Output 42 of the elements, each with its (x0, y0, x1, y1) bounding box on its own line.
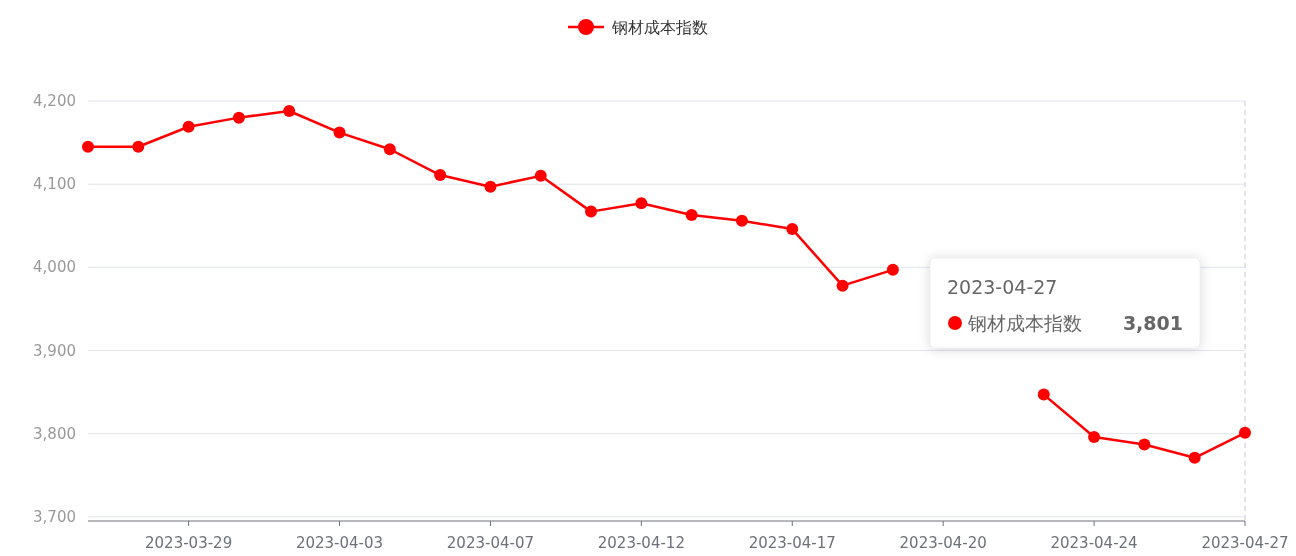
y-tick-label: 3,900 (33, 341, 76, 360)
tooltip: 2023-04-27 钢材成本指数 3,801 (929, 257, 1201, 349)
y-tick-label: 4,100 (33, 175, 76, 194)
point (1239, 426, 1251, 439)
point (534, 169, 547, 182)
x-tick-label: 2023-04-12 (597, 534, 685, 552)
legend: 钢材成本指数 (568, 18, 708, 37)
y-tick-label: 3,800 (33, 424, 76, 443)
point (484, 180, 497, 193)
point (283, 104, 296, 117)
point (383, 143, 396, 156)
x-tick-label: 2023-04-20 (899, 534, 987, 552)
x-tick-label: 2023-04-03 (295, 534, 384, 552)
point (434, 169, 447, 182)
point (585, 205, 598, 218)
point (1037, 388, 1050, 401)
point (685, 208, 698, 221)
annotation: 2023-04-27 (947, 276, 1058, 298)
legend-label: 钢材成本指数 (611, 18, 708, 37)
point (333, 126, 346, 139)
point (1088, 431, 1101, 443)
point (132, 140, 145, 153)
point (182, 120, 195, 133)
point (786, 223, 799, 236)
x-tick-label: 2023-04-07 (446, 534, 535, 552)
point (635, 197, 648, 210)
point (886, 263, 899, 276)
point (232, 111, 245, 124)
point (82, 140, 94, 153)
point (836, 279, 849, 292)
point (1188, 451, 1201, 464)
y-tick-label: 4,200 (33, 92, 76, 110)
y-tick-label: 4,000 (33, 258, 76, 277)
x-tick-label: 2023-04-27 (1201, 534, 1289, 552)
point (1138, 438, 1151, 451)
x-tick-label: 2023-04-24 (1050, 534, 1138, 552)
annotation: 钢材成本指数 (967, 312, 1082, 334)
x-tick-label: 2023-03-29 (145, 534, 233, 552)
annotation: 3,801 (1122, 312, 1183, 334)
y-tick-label: 3,700 (33, 507, 76, 526)
point (735, 214, 748, 227)
x-tick-label: 2023-04-17 (748, 534, 836, 552)
